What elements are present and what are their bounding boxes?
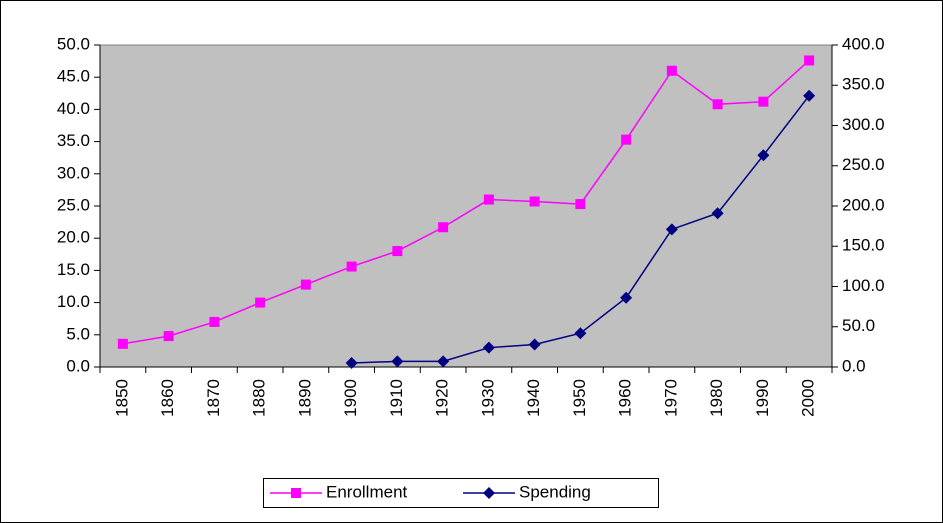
y2-tick-label: 200.0 (842, 195, 885, 214)
x-tick-label: 1940 (524, 379, 543, 417)
y2-tick-label: 300.0 (842, 115, 885, 134)
y-tick-label: 15.0 (57, 260, 90, 279)
series-marker (665, 223, 678, 236)
y2-tick-label: 400.0 (842, 34, 885, 53)
series-marker (712, 99, 723, 110)
y-tick-label: 0.0 (66, 356, 90, 375)
y-tick-label: 25.0 (57, 195, 90, 214)
y-tick-label: 45.0 (57, 67, 90, 86)
y2-tick-label: 0.0 (842, 356, 866, 375)
series-marker (575, 199, 586, 210)
series-marker (757, 149, 770, 162)
x-tick-label: 1880 (250, 379, 269, 417)
y2-tick-label: 250.0 (842, 155, 885, 174)
series-marker (300, 279, 311, 290)
x-tick-label: 1900 (341, 379, 360, 417)
x-tick-label: 1970 (661, 379, 680, 417)
x-tick-label: 1890 (295, 379, 314, 417)
series-marker (621, 134, 632, 145)
y2-tick-label: 150.0 (842, 236, 885, 255)
series-marker (437, 355, 450, 368)
y-tick-label: 35.0 (57, 131, 90, 150)
series-marker (209, 316, 220, 327)
y2-tick-label: 50.0 (842, 316, 875, 335)
series-marker (391, 355, 404, 368)
series-marker (529, 196, 540, 207)
y-tick-label: 20.0 (57, 228, 90, 247)
series-marker (666, 65, 677, 76)
x-tick-label: 1980 (707, 379, 726, 417)
series-marker (804, 55, 815, 66)
x-tick-label: 1990 (753, 379, 772, 417)
series-marker (438, 222, 449, 233)
series-marker (711, 207, 724, 220)
x-tick-label: 1930 (478, 379, 497, 417)
series-marker (803, 89, 816, 102)
series-marker (392, 246, 403, 257)
x-tick-label: 1960 (616, 379, 635, 417)
series-marker (483, 194, 494, 205)
y-tick-label: 10.0 (57, 292, 90, 311)
legend-label: Enrollment (326, 482, 408, 501)
x-tick-label: 2000 (799, 379, 818, 417)
series-marker (574, 327, 587, 340)
series-marker (482, 341, 495, 354)
series-marker (117, 338, 128, 349)
x-tick-label: 1910 (387, 379, 406, 417)
series-marker (345, 356, 358, 369)
series-marker (163, 331, 174, 342)
y-tick-label: 50.0 (57, 34, 90, 53)
series-marker (620, 291, 633, 304)
y-tick-label: 30.0 (57, 163, 90, 182)
x-tick-label: 1920 (433, 379, 452, 417)
series-marker (255, 297, 266, 308)
series-marker (346, 261, 357, 272)
series-marker (758, 96, 769, 107)
legend-marker (291, 488, 301, 498)
x-tick-label: 1860 (158, 379, 177, 417)
series-line (122, 59, 810, 345)
x-tick-label: 1870 (204, 379, 223, 417)
legend (263, 478, 659, 508)
y-tick-label: 40.0 (57, 99, 90, 118)
series-marker (528, 338, 541, 351)
x-tick-label: 1850 (112, 379, 131, 417)
y-tick-label: 5.0 (66, 324, 90, 343)
y2-tick-label: 100.0 (842, 276, 885, 295)
x-tick-label: 1950 (570, 379, 589, 417)
y2-tick-label: 350.0 (842, 75, 885, 94)
legend-marker (483, 487, 495, 499)
legend-label: Spending (519, 482, 591, 501)
